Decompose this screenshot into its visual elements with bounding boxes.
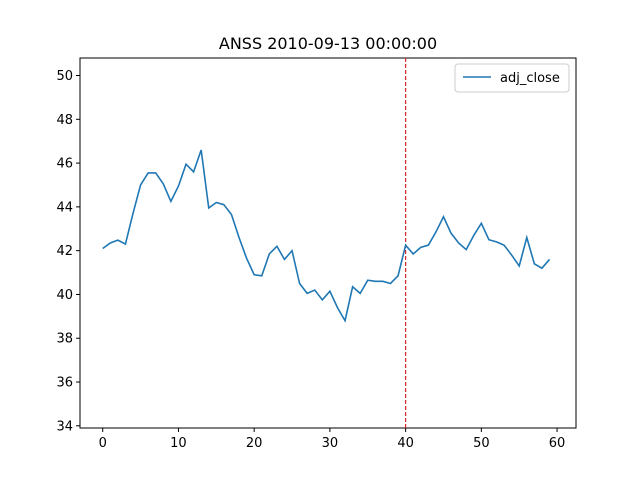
y-axis: 34 36 38 40 42 44 46 48 50 [56, 69, 80, 434]
x-tick-label: 40 [397, 436, 414, 451]
x-tick-label: 50 [473, 436, 490, 451]
y-tick-label: 40 [56, 288, 73, 303]
y-tick-label: 42 [56, 244, 73, 259]
y-tick-label: 44 [56, 200, 73, 215]
plot-area [79, 57, 577, 429]
x-tick-label: 60 [549, 436, 566, 451]
x-tick-label: 10 [170, 436, 187, 451]
y-tick-label: 38 [56, 332, 73, 347]
chart-title: ANSS 2010-09-13 00:00:00 [219, 34, 437, 53]
legend-label-adj-close: adj_close [500, 71, 560, 86]
x-axis: 0 10 20 30 40 50 60 [99, 428, 566, 451]
y-tick-label: 34 [56, 419, 73, 434]
y-tick-label: 48 [56, 113, 73, 128]
legend: adj_close [454, 63, 570, 93]
y-tick-label: 36 [56, 376, 73, 391]
y-tick-label: 46 [56, 157, 73, 172]
y-tick-label: 50 [56, 69, 73, 84]
series-line-adj-close [102, 149, 551, 323]
x-tick-label: 20 [246, 436, 263, 451]
x-tick-label: 30 [322, 436, 339, 451]
x-tick-label: 0 [99, 436, 107, 451]
legend-box [454, 63, 570, 93]
